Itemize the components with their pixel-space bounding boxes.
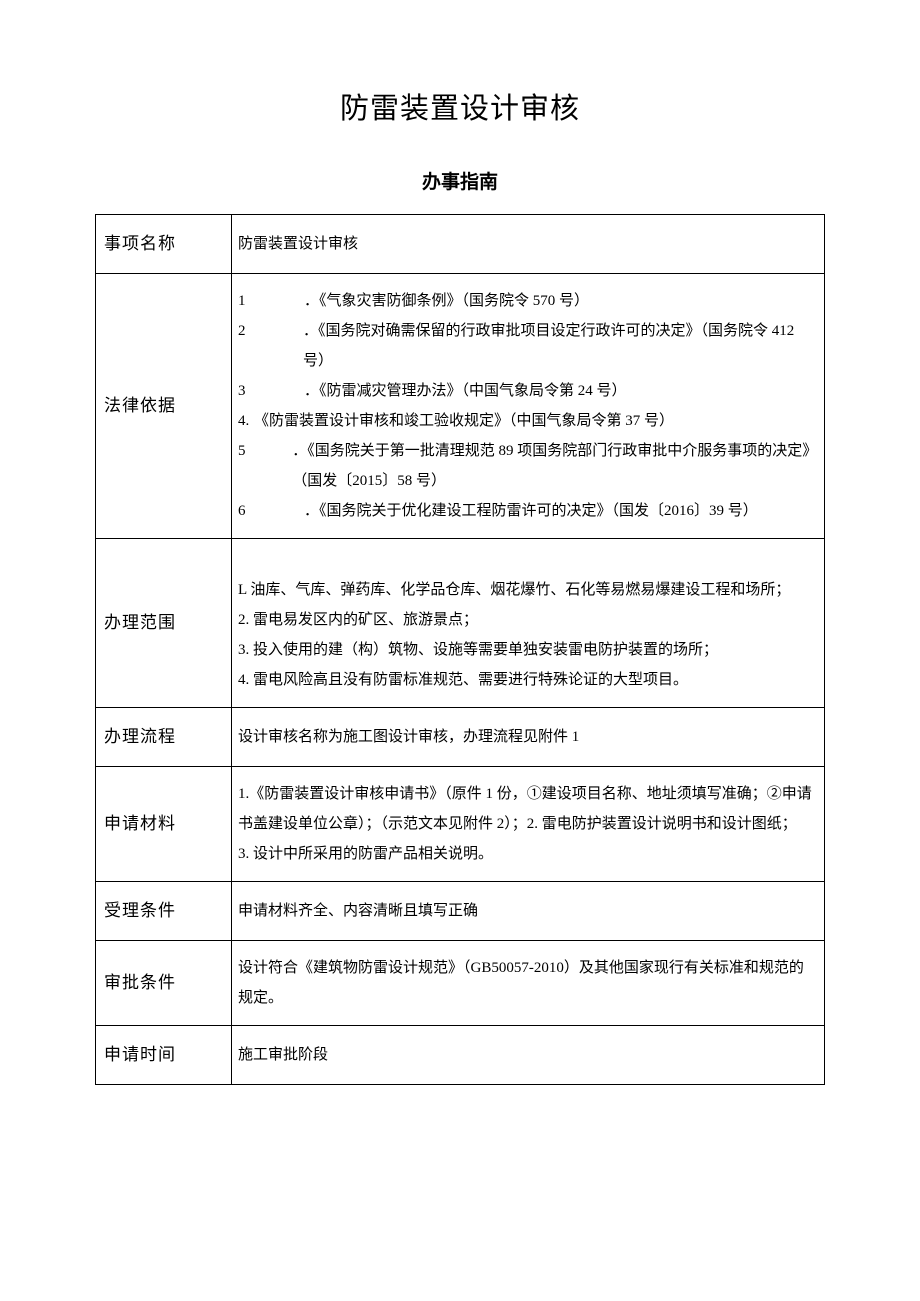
row-label: 法律依据 [96,274,232,539]
row-content: 设计审核名称为施工图设计审核，办理流程见附件 1 [232,708,825,767]
row-label: 事项名称 [96,215,232,274]
table-row: 办理范围L 油库、气库、弹药库、化学品仓库、烟花爆竹、石化等易燃易爆建设工程和场… [96,539,825,708]
list-item-text: 《防雷装置设计审核和竣工验收规定》（中国气象局令第 37 号） [254,406,674,436]
row-content: 施工审批阶段 [232,1026,825,1085]
list-item: 3 ．《防雷减灾管理办法》（中国气象局令第 24 号） [238,376,818,406]
list-item-number: 2 [238,316,250,346]
list-item: 1 ．《气象灾害防御条例》（国务院令 570 号） [238,286,818,316]
row-content: 1 ．《气象灾害防御条例》（国务院令 570 号） 2 ．《国务院对确需保留的行政审批… [232,274,825,539]
row-content: 设计符合《建筑物防雷设计规范》（GB50057-2010）及其他国家现行有关标准… [232,941,825,1026]
table-row: 申请材料1.《防雷装置设计审核申请书》（原件 1 份，①建设项目名称、地址须填写… [96,767,825,882]
table-row: 申请时间施工审批阶段 [96,1026,825,1085]
page-title: 防雷装置设计审核 [95,85,825,127]
list-item-text: ．《国务院关于优化建设工程防雷许可的决定》（国发〔2016〕39 号） [304,496,758,526]
table-row: 受理条件申请材料齐全、内容清晰且填写正确 [96,882,825,941]
list-item: 4. 雷电风险高且没有防雷标准规范、需要进行特殊论证的大型项目。 [238,665,818,695]
list-item-text: ．《国务院对确需保留的行政审批项目设定行政许可的决定》（国务院令 412 号） [303,316,818,376]
list-item-number: 3 [238,376,250,406]
row-label: 审批条件 [96,941,232,1026]
row-content: L 油库、气库、弹药库、化学品仓库、烟花爆竹、石化等易燃易爆建设工程和场所；2.… [232,539,825,708]
list-item: 6 ．《国务院关于优化建设工程防雷许可的决定》（国发〔2016〕39 号） [238,496,818,526]
list-item: 1.《防雷装置设计审核申请书》（原件 1 份，①建设项目名称、地址须填写准确；②… [238,779,818,839]
row-label: 申请时间 [96,1026,232,1085]
row-label: 办理范围 [96,539,232,708]
list-item: L 油库、气库、弹药库、化学品仓库、烟花爆竹、石化等易燃易爆建设工程和场所； [238,575,818,605]
row-label: 办理流程 [96,708,232,767]
row-content: 申请材料齐全、内容清晰且填写正确 [232,882,825,941]
list-item: 4.《防雷装置设计审核和竣工验收规定》（中国气象局令第 37 号） [238,406,818,436]
page-subtitle: 办事指南 [95,167,825,194]
row-label: 申请材料 [96,767,232,882]
list-item: 2 ．《国务院对确需保留的行政审批项目设定行政许可的决定》（国务院令 412 号） [238,316,818,376]
list-item: 3. 设计中所采用的防雷产品相关说明。 [238,839,818,869]
table-row: 审批条件设计符合《建筑物防雷设计规范》（GB50057-2010）及其他国家现行… [96,941,825,1026]
table-row: 法律依据1 ．《气象灾害防御条例》（国务院令 570 号） 2 ．《国务院对确需保留的… [96,274,825,539]
list-item: 5 ．《国务院关于第一批清理规范 89 项国务院部门行政审批中介服务事项的决定》（… [238,436,818,496]
blank-line [238,551,818,575]
list-item-text: ．《国务院关于第一批清理规范 89 项国务院部门行政审批中介服务事项的决定》（国… [292,436,818,496]
list-item-number: 1 [238,286,250,316]
guide-table: 事项名称防雷装置设计审核法律依据1 ．《气象灾害防御条例》（国务院令 570 号）… [95,214,825,1085]
list-item-number: 4. [238,406,250,436]
table-row: 事项名称防雷装置设计审核 [96,215,825,274]
list-item: 2. 雷电易发区内的矿区、旅游景点； [238,605,818,635]
table-row: 办理流程设计审核名称为施工图设计审核，办理流程见附件 1 [96,708,825,767]
row-content: 1.《防雷装置设计审核申请书》（原件 1 份，①建设项目名称、地址须填写准确；②… [232,767,825,882]
list-item-number: 5 [238,436,250,466]
row-content: 防雷装置设计审核 [232,215,825,274]
list-item-number: 6 [238,496,250,526]
list-item-text: ．《气象灾害防御条例》（国务院令 570 号） [304,286,589,316]
list-item-text: ．《防雷减灾管理办法》（中国气象局令第 24 号） [304,376,627,406]
row-label: 受理条件 [96,882,232,941]
list-item: 3. 投入使用的建（构）筑物、设施等需要单独安装雷电防护装置的场所； [238,635,818,665]
